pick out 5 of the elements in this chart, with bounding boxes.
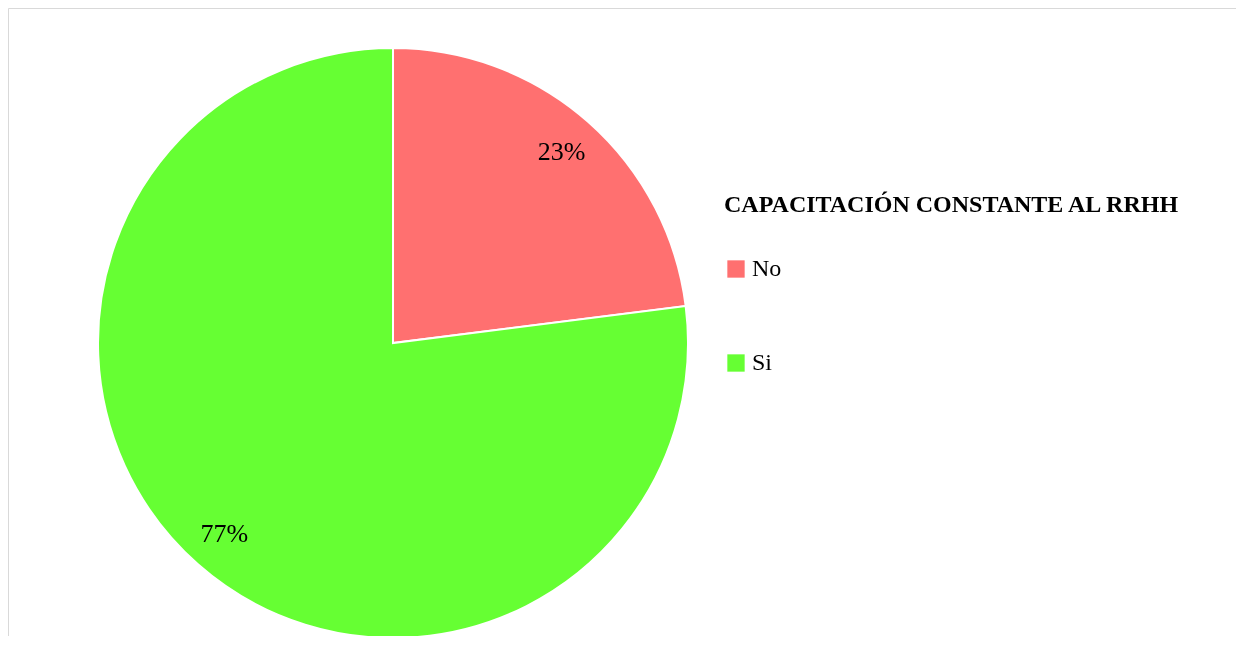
data-label: 77% [200, 519, 249, 549]
data-label: 23% [537, 136, 586, 166]
legend-label: No [752, 255, 782, 281]
legend-title: CAPACITACIÓN CONSTANTE AL RRHH [724, 191, 1179, 217]
legend-label: Si [752, 349, 773, 375]
